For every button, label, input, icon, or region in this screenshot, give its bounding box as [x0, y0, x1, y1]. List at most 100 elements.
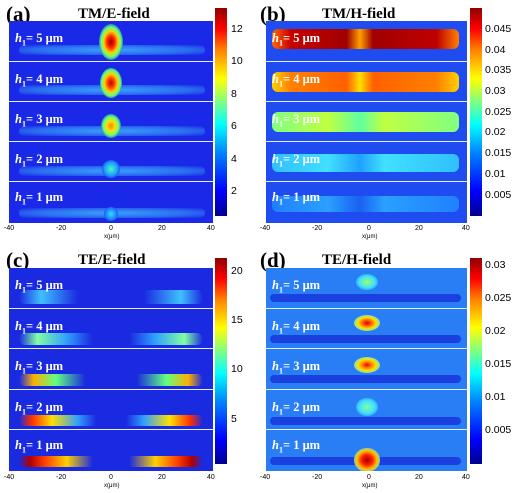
x-axis-label: x(μm): [104, 483, 120, 489]
h-label: h1= 3 μm: [15, 112, 63, 129]
hotspot: [354, 448, 380, 471]
colorbar-tick: 5: [231, 413, 237, 425]
h-index: 1: [21, 79, 26, 89]
x-tick: 20: [158, 474, 166, 481]
h-index: 1: [21, 445, 26, 455]
field-map: h1= 5 μm h1= 4 μm h1= 3 μm h1= 2 μm h1= …: [9, 21, 213, 223]
h-symbol: h: [15, 438, 22, 452]
waveguide-band: [272, 72, 459, 92]
panel-title: TM/E-field: [78, 6, 150, 22]
h-index: 1: [278, 119, 283, 129]
h-value: = 4 μm: [25, 319, 64, 333]
waveguide-band: [19, 456, 203, 467]
sub-map-h5: h1= 5 μm: [266, 21, 467, 62]
h-index: 1: [21, 407, 26, 417]
h-index: 1: [278, 285, 283, 295]
x-axis-label: x(μm): [362, 234, 378, 240]
h-index: 1: [21, 285, 26, 295]
waveguide-band: [270, 375, 461, 383]
h-value: = 5 μm: [282, 31, 321, 45]
h-label: h1= 3 μm: [272, 359, 320, 376]
h-index: 1: [21, 197, 26, 207]
h-label: h1= 4 μm: [15, 319, 63, 336]
sub-map-h4: h1= 4 μm: [266, 309, 467, 349]
waveguide-band: [270, 335, 461, 343]
colorbar-tick: 0.03: [485, 85, 506, 97]
hotspot: [100, 68, 122, 98]
h-symbol: h: [272, 278, 279, 292]
x-tick: -40: [260, 474, 271, 481]
h-symbol: h: [15, 152, 22, 166]
hotspot: [104, 207, 118, 221]
sub-map-h3: h1= 3 μm: [266, 349, 467, 390]
x-tick: 40: [207, 474, 215, 481]
h-value: = 3 μm: [282, 112, 321, 126]
sub-map-h1: h1= 1 μm: [9, 430, 213, 471]
h-label: h1= 5 μm: [15, 31, 63, 48]
h-index: 1: [278, 197, 283, 207]
colorbar-tick: 0.01: [485, 391, 506, 403]
x-tick: 0: [109, 474, 113, 481]
h-label: h1= 1 μm: [15, 438, 63, 455]
h-symbol: h: [15, 112, 22, 126]
colorbar-tick: 0.02: [485, 126, 506, 138]
colorbar-tick: 6: [231, 120, 237, 132]
sub-map-h4: h1= 4 μm: [9, 62, 213, 102]
waveguide-band: [19, 333, 203, 345]
sub-map-h4: h1= 4 μm: [266, 62, 467, 102]
colorbar-tick: 0.005: [485, 189, 512, 201]
h-label: h1= 2 μm: [272, 152, 320, 169]
field-map: h1= 5 μm h1= 4 μm h1= 3 μm h1= 2 μm h1= …: [266, 21, 467, 223]
x-tick: 0: [367, 474, 371, 481]
waveguide-band: [270, 417, 461, 425]
colorbar-tick: 15: [231, 314, 243, 326]
h-label: h1= 5 μm: [272, 31, 320, 48]
h-value: = 4 μm: [282, 319, 321, 333]
panel-d: (d) TE/H-field h1= 5 μm h1= 4 μm h1= 3 μ…: [260, 246, 520, 493]
x-tick: 0: [109, 225, 113, 232]
h-label: h1= 4 μm: [272, 319, 320, 336]
h-index: 1: [278, 38, 283, 48]
hotspot: [356, 274, 378, 290]
colorbar-tick: 0.025: [485, 106, 512, 118]
panel-a: (a) TM/E-field h1= 5 μm h1= 4 μm h1= 3 μ…: [0, 0, 260, 246]
colorbar-tick: 0.03: [485, 259, 506, 271]
colorbar-tick: 0.045: [485, 23, 512, 35]
h-label: h1= 1 μm: [272, 438, 320, 455]
sub-map-h3: h1= 3 μm: [9, 102, 213, 142]
hotspot: [356, 398, 378, 416]
h-label: h1= 2 μm: [15, 152, 63, 169]
panel-title: TM/H-field: [322, 6, 396, 22]
sub-map-h2: h1= 2 μm: [9, 390, 213, 430]
h-index: 1: [278, 326, 283, 336]
sub-map-h4: h1= 4 μm: [9, 309, 213, 349]
colorbar-tick: 0.015: [485, 358, 512, 370]
waveguide-band: [19, 415, 203, 426]
x-tick: -20: [312, 474, 323, 481]
x-axis-label: x(μm): [362, 483, 378, 489]
x-tick: -40: [4, 474, 15, 481]
colorbar-tick: 0.035: [485, 64, 512, 76]
colorbar: [470, 258, 482, 464]
waveguide-band: [272, 196, 459, 212]
h-value: = 2 μm: [25, 152, 64, 166]
waveguide-band: [270, 294, 461, 302]
field-map: h1= 5 μm h1= 4 μm h1= 3 μm h1= 2 μm h1= …: [9, 268, 213, 471]
sub-map-h2: h1= 2 μm: [266, 390, 467, 430]
h-label: h1= 3 μm: [272, 112, 320, 129]
panel-title: TE/E-field: [78, 252, 146, 268]
x-tick: 20: [158, 225, 166, 232]
h-symbol: h: [272, 438, 279, 452]
h-value: = 2 μm: [25, 400, 64, 414]
x-tick: 40: [207, 225, 215, 232]
h-symbol: h: [15, 278, 22, 292]
h-symbol: h: [15, 319, 22, 333]
waveguide-band: [19, 290, 203, 304]
waveguide-band: [19, 374, 203, 386]
h-label: h1= 1 μm: [15, 190, 63, 207]
x-tick: 20: [415, 474, 423, 481]
colorbar-tick: 20: [231, 265, 243, 277]
h-symbol: h: [15, 400, 22, 414]
h-symbol: h: [15, 31, 22, 45]
h-value: = 1 μm: [282, 190, 321, 204]
